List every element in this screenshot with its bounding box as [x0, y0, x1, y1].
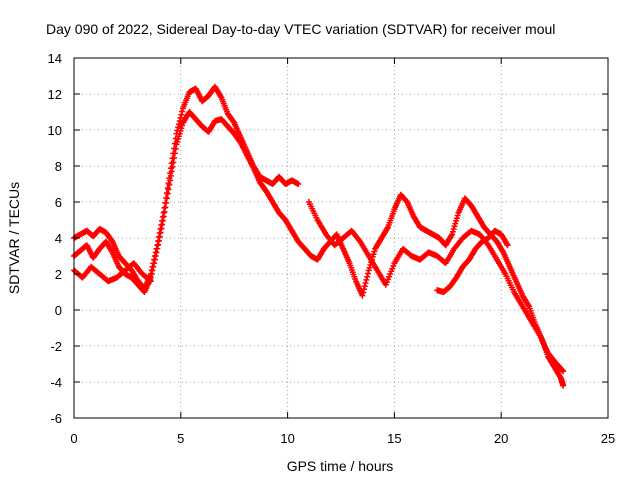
- y-tick-label: 10: [48, 123, 62, 138]
- data-point: [157, 229, 164, 236]
- x-axis-label: GPS time / hours: [287, 458, 394, 474]
- data-point: [155, 241, 162, 248]
- data-point: [150, 263, 157, 270]
- x-tick-label: 5: [177, 431, 184, 446]
- data-point: [163, 195, 170, 202]
- grid: [74, 58, 608, 418]
- data-point: [148, 271, 155, 277]
- data-point: [295, 181, 302, 187]
- x-tick-label: 20: [494, 431, 508, 446]
- data-point: [170, 159, 177, 166]
- y-tick-label: 8: [55, 159, 62, 174]
- data-point: [560, 382, 567, 389]
- data-point: [160, 213, 167, 220]
- data-point: [155, 237, 162, 244]
- y-tick-label: 0: [55, 303, 62, 318]
- data-point: [171, 154, 178, 161]
- data-point: [175, 121, 182, 128]
- data-point: [560, 368, 567, 375]
- y-tick-label: 12: [48, 87, 62, 102]
- data-point: [363, 276, 370, 283]
- series-sdtvar: [71, 83, 567, 389]
- data-point: [359, 292, 366, 299]
- data-point: [159, 221, 166, 228]
- y-axis-label: SDTVAR / TECUs: [6, 182, 22, 294]
- data-point: [168, 168, 175, 175]
- data-point: [169, 163, 176, 170]
- data-point: [364, 273, 371, 280]
- y-tick-label: 14: [48, 51, 62, 66]
- data-point: [159, 217, 166, 224]
- data-point: [149, 267, 156, 274]
- y-tick-label: -4: [50, 375, 62, 390]
- data-point: [147, 278, 154, 285]
- data-point: [164, 190, 171, 197]
- data-point: [151, 260, 158, 267]
- data-point: [361, 283, 368, 290]
- data-point: [178, 111, 185, 118]
- data-point: [167, 172, 174, 179]
- data-point: [504, 242, 511, 249]
- data-point: [165, 186, 172, 193]
- data-point: [364, 270, 371, 277]
- data-point: [171, 150, 178, 157]
- y-tick-label: 4: [55, 231, 62, 246]
- data-point: [152, 253, 159, 259]
- x-tick-label: 0: [70, 431, 77, 446]
- data-point: [166, 181, 173, 188]
- x-tick-label: 25: [601, 431, 615, 446]
- data-point: [158, 225, 165, 232]
- axes-ticks: 0 5 10 15 20 25 -6 -4 -2 0 2 4 6 8 10 12 14: [48, 51, 616, 446]
- data-series: [71, 83, 567, 389]
- chart-title: Day 090 of 2022, Sidereal Day-to-day VTE…: [46, 21, 555, 37]
- y-tick-label: -6: [50, 411, 62, 426]
- data-point: [559, 367, 566, 374]
- data-point: [177, 114, 184, 121]
- data-point: [172, 145, 179, 152]
- data-point: [153, 249, 160, 256]
- data-point: [360, 289, 367, 296]
- y-tick-label: 2: [55, 267, 62, 282]
- data-point: [154, 245, 161, 252]
- data-point: [163, 190, 170, 196]
- data-point: [161, 208, 168, 215]
- data-point: [360, 286, 367, 293]
- x-tick-label: 10: [280, 431, 294, 446]
- data-point: [362, 280, 369, 286]
- x-tick-label: 15: [387, 431, 401, 446]
- data-point: [162, 204, 169, 211]
- data-point: [167, 177, 174, 184]
- data-point: [163, 199, 170, 206]
- data-point: [179, 108, 186, 115]
- y-tick-label: -2: [50, 339, 62, 354]
- y-tick-label: 6: [55, 195, 62, 210]
- data-point: [156, 233, 163, 240]
- data-point: [146, 277, 153, 284]
- data-point: [151, 256, 158, 263]
- data-point: [175, 124, 182, 131]
